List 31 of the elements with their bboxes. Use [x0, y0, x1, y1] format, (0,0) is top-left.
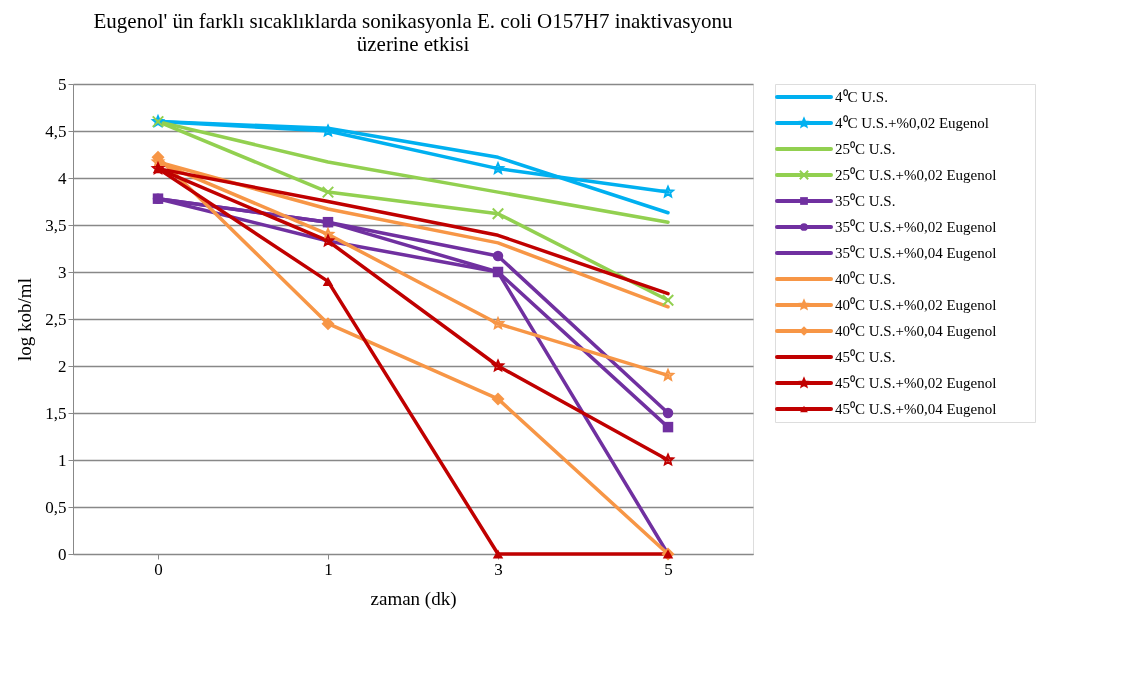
- legend-label: 4⁰C U.S.: [835, 89, 888, 105]
- legend-label: 45⁰C U.S.: [835, 349, 896, 365]
- y-axis-title: log kob/ml: [14, 278, 36, 361]
- x-axis-title: zaman (dk): [370, 587, 457, 610]
- y-tick-label: 2,5: [45, 309, 67, 329]
- legend-label: 40⁰C U.S.+%0,04 Eugenol: [835, 323, 997, 339]
- legend-label: 40⁰C U.S.: [835, 271, 896, 287]
- legend-label: 35⁰C U.S.: [835, 193, 896, 209]
- y-tick-label: 4,5: [45, 121, 67, 141]
- legend-label: 45⁰C U.S.+%0,02 Eugenol: [835, 375, 997, 391]
- x-tick-label: 0: [154, 559, 163, 579]
- x-tick-label: 1: [324, 559, 333, 579]
- legend-label: 35⁰C U.S.+%0,02 Eugenol: [835, 219, 997, 235]
- x-tick-label: 5: [664, 559, 673, 579]
- legend-label: 40⁰C U.S.+%0,02 Eugenol: [835, 297, 997, 313]
- y-tick-label: 3: [58, 262, 67, 282]
- chart-title: Eugenol' ün farklı sıcaklıklarda sonikasyonla E. coli O157H7 inaktivasyonu üzerine etkisi: [93, 9, 733, 56]
- y-tick-label: 0,5: [45, 497, 67, 517]
- y-tick-label: 0: [58, 544, 67, 564]
- y-tick-label: 4: [58, 168, 67, 188]
- x-tick-label: 3: [494, 559, 503, 579]
- legend-label: 25⁰C U.S.+%0,02 Eugenol: [835, 167, 997, 183]
- y-tick-label: 3,5: [45, 215, 67, 235]
- legend-label: 25⁰C U.S.: [835, 141, 896, 157]
- y-tick-label: 1,5: [45, 403, 67, 423]
- y-tick-label: 5: [58, 74, 67, 94]
- legend-label: 35⁰C U.S.+%0,04 Eugenol: [835, 245, 997, 261]
- legend-label: 45⁰C U.S.+%0,04 Eugenol: [835, 401, 997, 417]
- y-tick-label: 2: [58, 356, 67, 376]
- y-tick-label: 1: [58, 450, 67, 470]
- legend-label: 4⁰C U.S.+%0,02 Eugenol: [835, 115, 989, 131]
